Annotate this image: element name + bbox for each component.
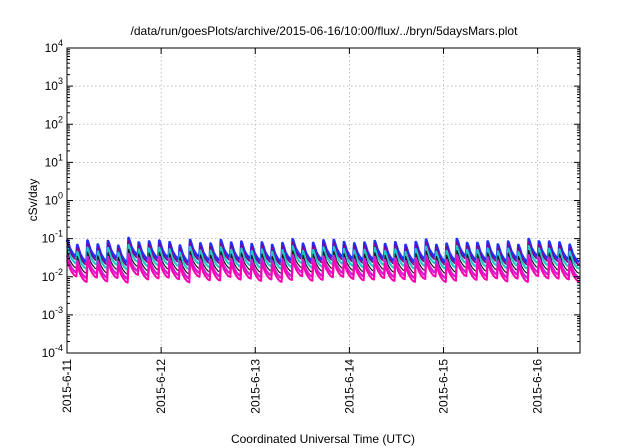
- y-tick-label: 101: [45, 152, 63, 169]
- y-tick-label: 10-2: [42, 267, 63, 284]
- x-tick-label: 2015-6-16: [531, 359, 545, 414]
- x-tick-label: 2015-6-11: [60, 359, 74, 413]
- y-axis: 10-4 10-3 10-2 10-1 100 101 102 103 104: [42, 38, 580, 360]
- x-tick-label: 2015-6-14: [342, 359, 356, 414]
- x-tick-label: 2015-6-12: [154, 359, 168, 414]
- y-tick-label: 10-4: [42, 343, 63, 360]
- y-tick-label: 104: [45, 38, 63, 55]
- x-tick-label: 2015-6-15: [437, 359, 451, 414]
- y-tick-label: 103: [45, 76, 63, 93]
- y-tick-label: 100: [45, 191, 63, 208]
- y-tick-label: 10-3: [42, 305, 63, 322]
- series-line-6: [66, 256, 580, 284]
- x-axis: 2015-6-11 2015-6-12 2015-6-13 2015-6-14 2015…: [60, 48, 545, 414]
- series-layer: [65, 236, 580, 284]
- x-tick-label: 2015-6-13: [248, 359, 262, 414]
- chart-title: /data/run/goesPlots/archive/2015-06-16/1…: [131, 24, 519, 38]
- y-tick-label: 102: [45, 114, 63, 131]
- x-axis-label: Coordinated Universal Time (UTC): [231, 432, 415, 446]
- y-axis-label: cSv/day: [26, 179, 40, 222]
- y-tick-label: 10-1: [42, 229, 63, 246]
